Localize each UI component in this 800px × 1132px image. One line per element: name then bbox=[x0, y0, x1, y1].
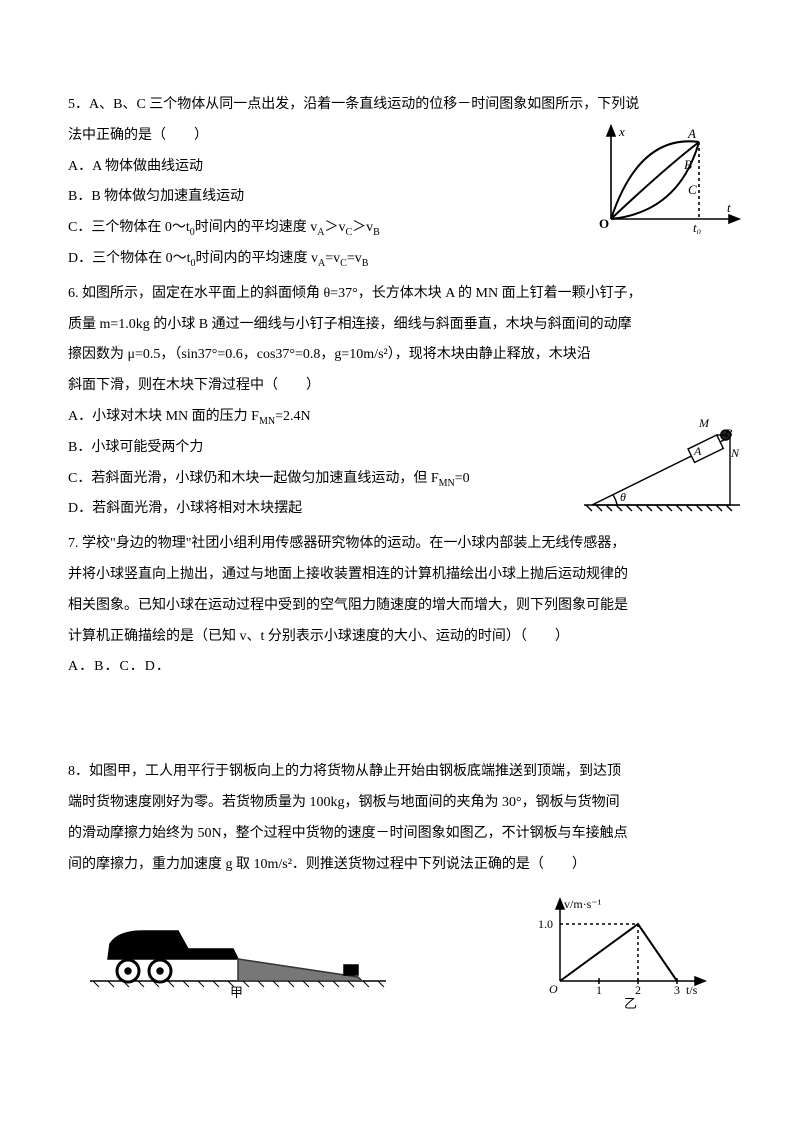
svg-text:甲: 甲 bbox=[230, 985, 243, 999]
q5-stem-1: 5．A、B、C 三个物体从同一点出发，沿着一条直线运动的位移－时间图象如图所示，… bbox=[68, 90, 732, 121]
q8-l4: 间的摩擦力，重力加速度 g 取 10m/s²．则推送货物过程中下列说法正确的是（… bbox=[68, 850, 732, 881]
svg-text:x: x bbox=[618, 124, 625, 139]
q8-l1: 8．如图甲，工人用平行于钢板向上的力将货物从静止开始由钢板底端推送到顶端，到达顶 bbox=[68, 757, 732, 788]
q7-l2: 并将小球竖直向上抛出，通过与地面上接收装置相连的计算机描绘出小球上抛后运动规律的 bbox=[68, 560, 732, 591]
svg-text:O: O bbox=[599, 216, 609, 231]
svg-text:1.0: 1.0 bbox=[538, 917, 553, 931]
svg-text:A: A bbox=[693, 444, 702, 458]
q7-l1: 7. 学校"身边的物理"社团小组利用传感器研究物体的运动。在一小球内部装上无线传… bbox=[68, 529, 732, 560]
svg-text:O: O bbox=[549, 982, 558, 996]
svg-text:t/s: t/s bbox=[686, 983, 698, 997]
q6-l3: 擦因数为 μ=0.5，（sin37°=0.6，cos37°=0.8，g=10m/… bbox=[68, 340, 732, 371]
svg-text:θ: θ bbox=[620, 490, 626, 504]
q8-figure-left: 甲 bbox=[88, 909, 388, 1012]
q8-l2: 端时货物速度刚好为零。若货物质量为 100kg，钢板与地面间的夹角为 30°，钢… bbox=[68, 788, 732, 819]
svg-text:A: A bbox=[687, 126, 696, 141]
svg-text:C: C bbox=[688, 182, 697, 197]
svg-text:t: t bbox=[727, 200, 731, 215]
question-7: 7. 学校"身边的物理"社团小组利用传感器研究物体的运动。在一小球内部装上无线传… bbox=[68, 529, 732, 683]
q6-l4: 斜面下滑，则在木块下滑过程中（ ） bbox=[68, 371, 732, 402]
q6-figure: M A B N θ bbox=[582, 407, 742, 512]
q8-figure-right: v/m·s⁻¹ 1.0 O 1 2 3 t/s 乙 bbox=[532, 896, 712, 1024]
question-6: 6. 如图所示，固定在水平面上的斜面倾角 θ=37°，长方体木块 A 的 MN … bbox=[68, 279, 732, 525]
svg-text:2: 2 bbox=[635, 983, 641, 997]
q7-choices: A．B．C．D． bbox=[68, 652, 732, 683]
svg-text:3: 3 bbox=[674, 983, 680, 997]
q5-figure: x A B C O t t₀ bbox=[589, 124, 744, 234]
question-5: 5．A、B、C 三个物体从同一点出发，沿着一条直线运动的位移－时间图象如图所示，… bbox=[68, 90, 732, 275]
svg-text:1: 1 bbox=[596, 983, 602, 997]
q5-opt-d: D．三个物体在 0～t0时间内的平均速度 vA=vC=vB bbox=[68, 244, 732, 275]
question-8: 8．如图甲，工人用平行于钢板向上的力将货物从静止开始由钢板底端推送到顶端，到达顶… bbox=[68, 757, 732, 1024]
q7-l4: 计算机正确描绘的是（已知 v、t 分别表示小球速度的大小、运动的时间）（ ） bbox=[68, 622, 732, 653]
q8-l3: 的滑动摩擦力始终为 50N，整个过程中货物的速度－时间图象如图乙，不计钢板与车接… bbox=[68, 819, 732, 850]
svg-text:v/m·s⁻¹: v/m·s⁻¹ bbox=[564, 897, 602, 911]
q6-l2: 质量 m=1.0kg 的小球 B 通过一细线与小钉子相连接，细线与斜面垂直，木块… bbox=[68, 310, 732, 341]
svg-text:乙: 乙 bbox=[624, 996, 637, 1011]
q6-l1: 6. 如图所示，固定在水平面上的斜面倾角 θ=37°，长方体木块 A 的 MN … bbox=[68, 279, 732, 310]
svg-text:B: B bbox=[684, 157, 692, 172]
svg-text:N: N bbox=[730, 446, 740, 460]
svg-text:B: B bbox=[725, 426, 733, 440]
q7-l3: 相关图象。已知小球在运动过程中受到的空气阻力随速度的增大而增大，则下列图象可能是 bbox=[68, 591, 732, 622]
svg-text:t₀: t₀ bbox=[693, 220, 701, 234]
svg-text:M: M bbox=[698, 416, 710, 430]
